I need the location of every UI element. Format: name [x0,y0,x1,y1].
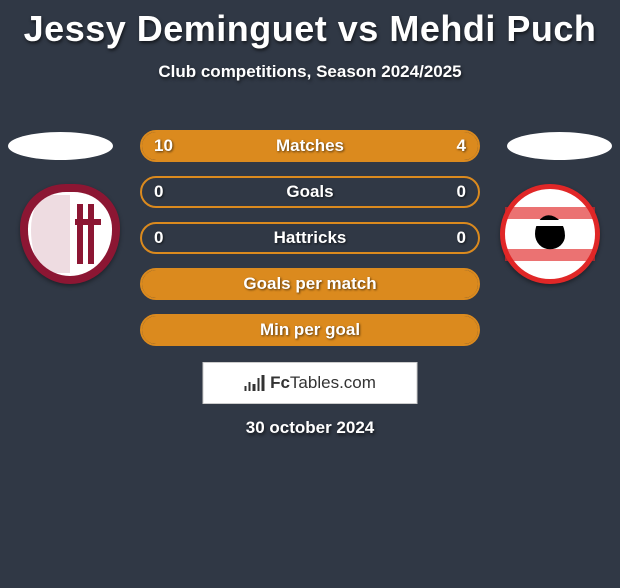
club-badge-left [20,184,120,284]
stat-value-left: 0 [154,182,163,202]
player-left-avatar-placeholder [8,132,113,160]
subtitle: Club competitions, Season 2024/2025 [0,62,620,82]
stat-value-right: 0 [457,228,466,248]
brand-suffix: Tables.com [290,373,376,392]
page-title: Jessy Deminguet vs Mehdi Puch [0,8,620,50]
stat-value-right: 0 [457,182,466,202]
stat-bar-fill-left [142,132,381,160]
stat-bar: Min per goal [140,314,480,346]
stat-label: Matches [276,136,344,156]
stat-bar: 0 0 Hattricks [140,222,480,254]
stat-bar: 0 0 Goals [140,176,480,208]
bar-chart-icon [244,375,264,391]
stat-value-left: 10 [154,136,173,156]
date-text: 30 october 2024 [0,418,620,438]
ajaccio-badge-icon [500,184,600,284]
stat-label: Min per goal [260,320,360,340]
stat-bar: Goals per match [140,268,480,300]
stat-label: Goals [286,182,333,202]
brand-text: FcTables.com [270,373,376,393]
brand-watermark: FcTables.com [203,362,418,404]
stat-bar: 10 4 Matches [140,130,480,162]
stat-label: Goals per match [243,274,376,294]
comparison-bars: 10 4 Matches 0 0 Goals 0 0 Hattricks Goals per ma… [140,130,480,360]
stat-value-right: 4 [457,136,466,156]
player-right-avatar-placeholder [507,132,612,160]
stat-value-left: 0 [154,228,163,248]
brand-prefix: Fc [270,373,290,392]
club-badge-right [500,184,600,284]
metz-shield-icon [20,184,120,284]
stat-label: Hattricks [274,228,347,248]
